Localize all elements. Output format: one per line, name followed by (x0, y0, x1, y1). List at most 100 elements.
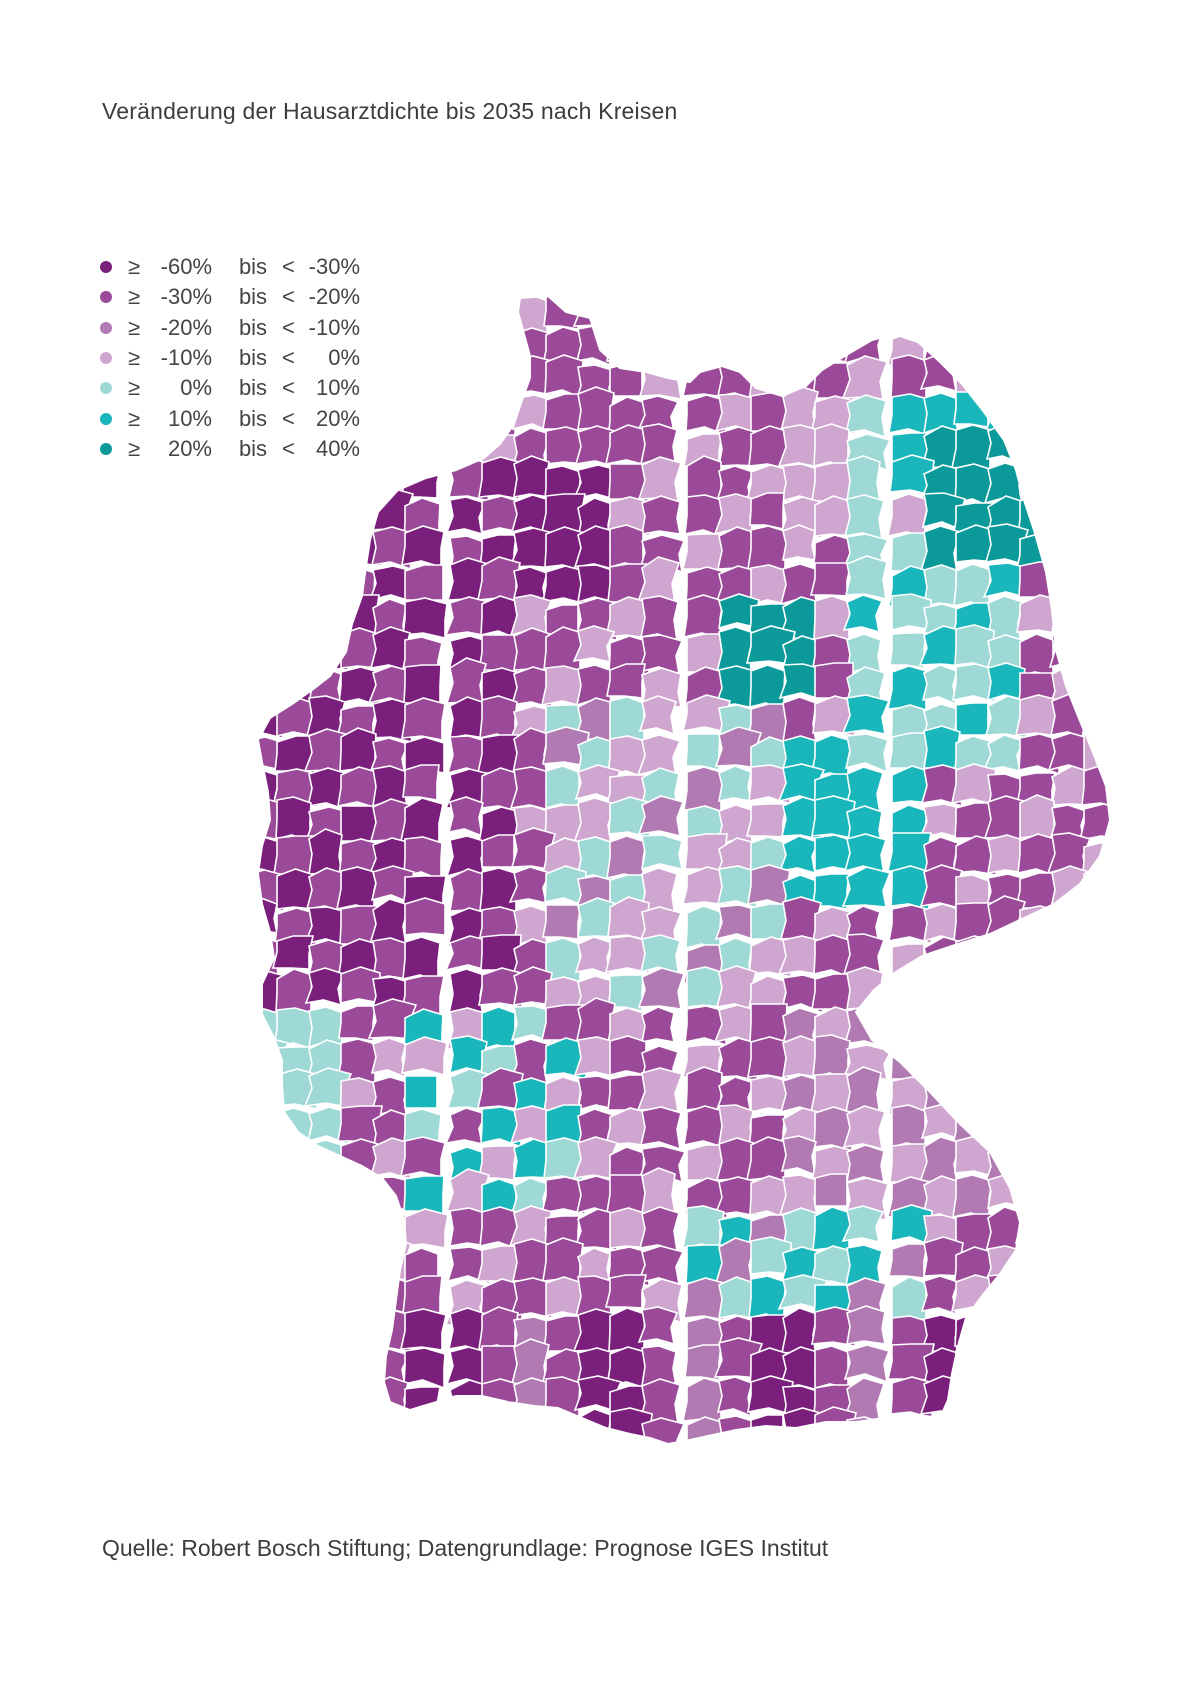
district-region (508, 866, 552, 905)
district-region (952, 324, 997, 368)
district-region (1018, 1244, 1055, 1293)
district-region (1078, 1142, 1110, 1177)
district-region (542, 1415, 585, 1444)
district-region (639, 595, 679, 643)
district-region (952, 1174, 993, 1221)
legend-item: ≥ -30% bis < -20% (100, 282, 360, 312)
district-region (748, 296, 790, 298)
district-region (276, 535, 313, 575)
district-region (637, 967, 686, 1010)
district-region (640, 323, 681, 363)
legend-bis: bis (238, 314, 268, 340)
district-region (546, 255, 585, 291)
district-region (983, 973, 1030, 1015)
district-region (402, 764, 440, 801)
district-region (891, 1104, 926, 1149)
district-region (809, 1406, 857, 1444)
district-region (846, 455, 881, 502)
district-region (271, 296, 319, 300)
district-region (983, 296, 1025, 333)
district-region (686, 966, 725, 1008)
district-region (918, 975, 962, 1014)
district-region (370, 1037, 407, 1079)
district-region (1051, 296, 1089, 298)
district-region (1049, 1204, 1092, 1249)
source-note: Quelle: Robert Bosch Stiftung; Datengrun… (102, 1535, 829, 1561)
legend-swatch (100, 382, 112, 395)
legend-swatch (100, 442, 112, 455)
district-region (368, 387, 417, 430)
district-region (308, 1339, 346, 1383)
district-region (401, 525, 445, 569)
district-region (401, 697, 446, 741)
district-region (274, 1418, 313, 1444)
district-region (373, 1449, 411, 1487)
district-region (1082, 1454, 1118, 1489)
district-region (1081, 764, 1110, 810)
district-region (982, 734, 1026, 773)
district-region (841, 355, 889, 400)
district-region (275, 457, 319, 501)
district-region (923, 564, 960, 607)
legend-lower-bound: -60% (160, 254, 212, 280)
district-region (889, 296, 934, 335)
district-region (1014, 1205, 1065, 1245)
district-region (304, 1139, 346, 1188)
district-region (637, 296, 682, 341)
district-region (276, 357, 312, 402)
district-region (576, 254, 617, 294)
district-region (307, 1439, 344, 1444)
legend-lower-bound: -30% (160, 284, 212, 310)
district-region (1019, 972, 1056, 1012)
district-region (258, 358, 286, 404)
district-region (954, 624, 995, 671)
district-region (954, 1313, 990, 1352)
district-region (608, 296, 649, 332)
district-region (888, 904, 935, 945)
district-region (276, 1207, 317, 1246)
district-region (447, 296, 490, 330)
district-region (921, 1003, 960, 1050)
district-region (719, 1449, 755, 1491)
district-region (446, 396, 488, 443)
district-region (1016, 296, 1062, 300)
district-region (640, 834, 684, 871)
district-region (686, 455, 722, 500)
district-region (338, 1005, 376, 1042)
district-region (307, 495, 351, 532)
district-region (952, 1002, 992, 1038)
district-region (577, 386, 615, 430)
district-region (306, 428, 347, 477)
district-region (404, 897, 446, 936)
district-region (274, 557, 317, 603)
district-region (303, 395, 349, 439)
district-region (685, 733, 721, 772)
district-region (1083, 1414, 1110, 1444)
district-region (782, 696, 817, 743)
district-region (401, 364, 444, 406)
district-region (274, 1246, 312, 1283)
district-region (1080, 353, 1110, 394)
legend-swatch (100, 352, 112, 365)
district-region (919, 353, 961, 393)
district-region (1081, 592, 1110, 637)
district-region (606, 324, 653, 365)
district-region (1017, 1005, 1060, 1051)
district-region (844, 733, 890, 774)
district-region (1080, 1375, 1110, 1419)
district-region (399, 1308, 447, 1351)
district-region (842, 594, 884, 634)
district-region (921, 664, 958, 706)
district-region (1083, 392, 1110, 437)
district-region (258, 1247, 280, 1290)
district-region (545, 426, 587, 465)
district-region (402, 296, 446, 304)
district-region (745, 1136, 790, 1182)
district-region (340, 296, 377, 334)
district-region (750, 392, 787, 432)
district-region (1080, 1214, 1110, 1258)
district-region (715, 296, 763, 333)
legend-item: ≥ -10% bis < 0% (100, 343, 360, 373)
district-region (273, 496, 314, 543)
district-region (745, 296, 794, 330)
